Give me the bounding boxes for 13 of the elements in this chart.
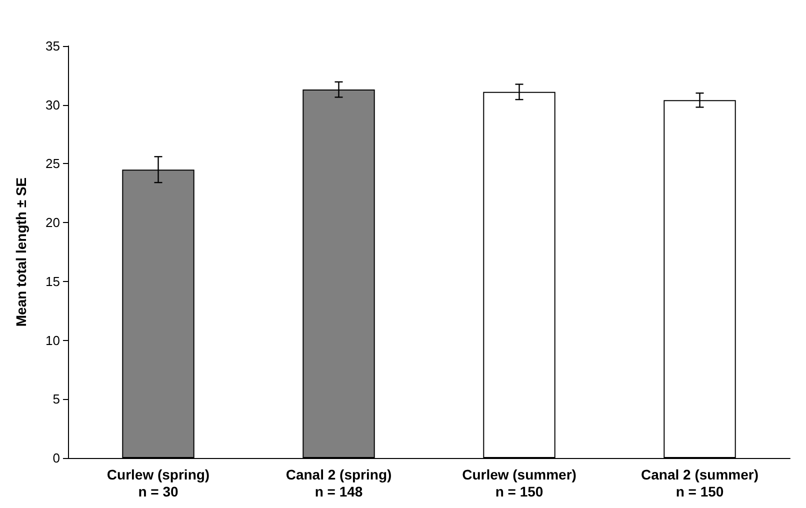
x-tick-label: Canal 2 (spring) n = 148 — [286, 466, 392, 500]
y-tick-label: 25 — [46, 156, 60, 172]
y-tick-label: 5 — [52, 392, 60, 407]
x-tick-label: Curlew (spring) n = 30 — [106, 466, 210, 500]
x-tick-label: Canal 2 (summer) n = 150 — [641, 466, 758, 500]
y-tick-label: 10 — [46, 332, 60, 348]
y-tick-label: 35 — [46, 38, 60, 54]
y-tick-label: 15 — [46, 274, 60, 289]
y-tick-label: 30 — [46, 97, 60, 112]
x-tick-label: Curlew (summer) n = 150 — [462, 466, 576, 500]
y-tick-label: 20 — [46, 215, 60, 230]
y-tick-label: 0 — [52, 450, 60, 466]
y-axis-title: Mean total length ± SE — [13, 177, 29, 327]
